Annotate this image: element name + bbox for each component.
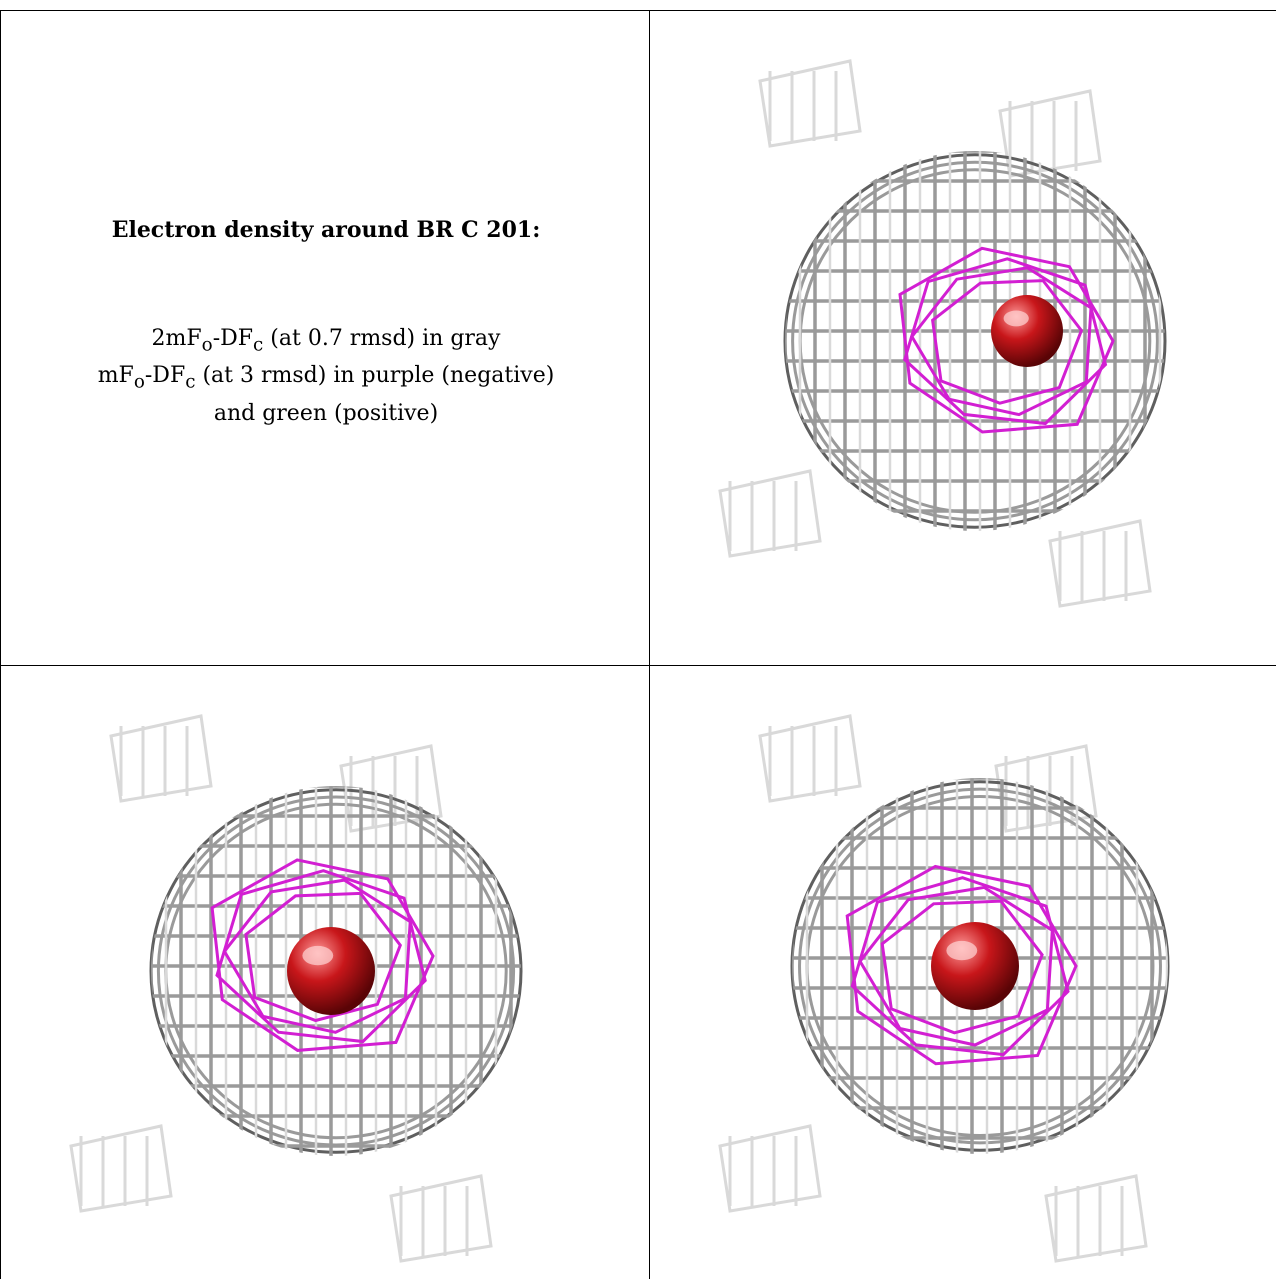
caption-line-2: mFo-DFc (at 3 rmsd) in purple (negative)	[97, 363, 555, 393]
caption-panel: Electron density around BR C 201: 2mFo-D…	[0, 10, 650, 665]
purple-contour	[222, 878, 412, 1034]
purple-contour	[850, 876, 1070, 1057]
purple-contour	[845, 864, 1078, 1066]
purple-contours	[898, 246, 1115, 434]
purple-contours	[845, 864, 1078, 1066]
purple-contour	[210, 858, 435, 1052]
purple-contours	[210, 858, 435, 1052]
atom-highlight	[946, 940, 978, 961]
density-view-2	[0, 665, 650, 1279]
neighbor-mesh	[69, 714, 493, 1263]
mesh-render-3	[718, 714, 1170, 1263]
bromide-atom	[287, 927, 375, 1015]
purple-contour	[244, 891, 403, 1023]
caption-line-3: and green (positive)	[213, 400, 439, 426]
neighbor-outline	[718, 1124, 822, 1213]
caption-title: Electron density around BR C 201:	[111, 217, 541, 243]
neighbor-outline	[758, 714, 862, 803]
caption-body: 2mFo-DFc (at 0.7 rmsd) in gray mFo-DFc (…	[1, 323, 649, 429]
neighbor-outline	[69, 1124, 173, 1213]
purple-contour	[930, 279, 1084, 405]
atom-highlight	[302, 945, 334, 966]
neighbor-outline	[109, 714, 213, 803]
purple-contour	[215, 869, 427, 1044]
neighbor-outline	[1044, 1174, 1148, 1263]
neighbor-outline	[1048, 519, 1152, 608]
density-view-1	[650, 10, 1276, 665]
neighbor-outline	[758, 59, 862, 148]
bromide-atom	[991, 295, 1063, 367]
purple-contour	[898, 246, 1115, 434]
neighbor-outline	[718, 469, 822, 558]
gray-shell	[798, 787, 1162, 1145]
purple-contour	[858, 885, 1054, 1047]
mesh-render-2	[69, 714, 523, 1263]
neighbor-mesh	[718, 59, 1152, 608]
neighbor-outline	[998, 89, 1102, 178]
mesh-render-1	[718, 59, 1167, 608]
purple-contour	[910, 266, 1093, 417]
neighbor-outline	[389, 1174, 493, 1263]
purple-contour	[880, 899, 1044, 1035]
atom-highlight	[1003, 310, 1029, 327]
bromide-atom	[931, 922, 1019, 1010]
gray-shell	[798, 168, 1152, 514]
gray-shell	[791, 160, 1159, 522]
neighbor-outline	[339, 744, 443, 833]
purple-contour	[902, 257, 1108, 426]
density-view-3	[650, 665, 1276, 1279]
caption-line-1: 2mFo-DFc (at 0.7 rmsd) in gray	[151, 326, 501, 356]
